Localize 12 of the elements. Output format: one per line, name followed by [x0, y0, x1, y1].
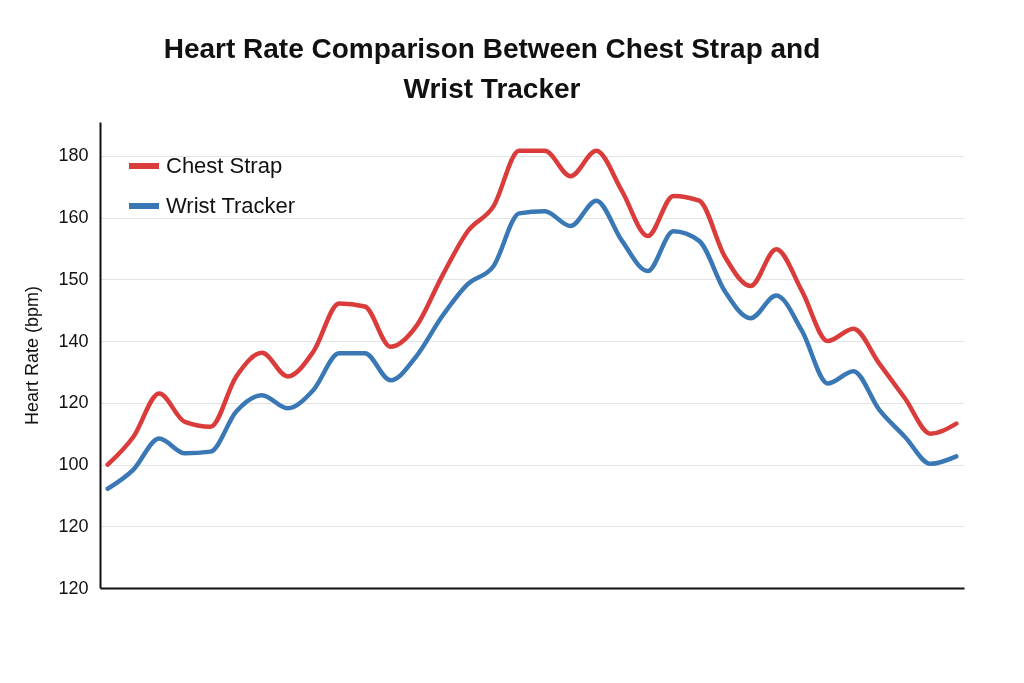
text: 120: [58, 392, 89, 413]
legend-label: Chest Strap: [166, 153, 283, 178]
legend-label: Wrist Tracker: [166, 193, 296, 218]
chart-title: Heart Rate Comparison Between Chest Strap and Wrist Tracker: [163, 33, 821, 104]
text: 150: [58, 268, 89, 289]
text: 160: [58, 207, 89, 228]
text: 120: [58, 515, 89, 536]
y-axis-title: Heart Rate (bpm): [22, 285, 43, 426]
text: 180: [58, 145, 89, 166]
text: 100: [58, 454, 89, 475]
text: 140: [58, 330, 89, 351]
text: 120: [58, 577, 89, 598]
